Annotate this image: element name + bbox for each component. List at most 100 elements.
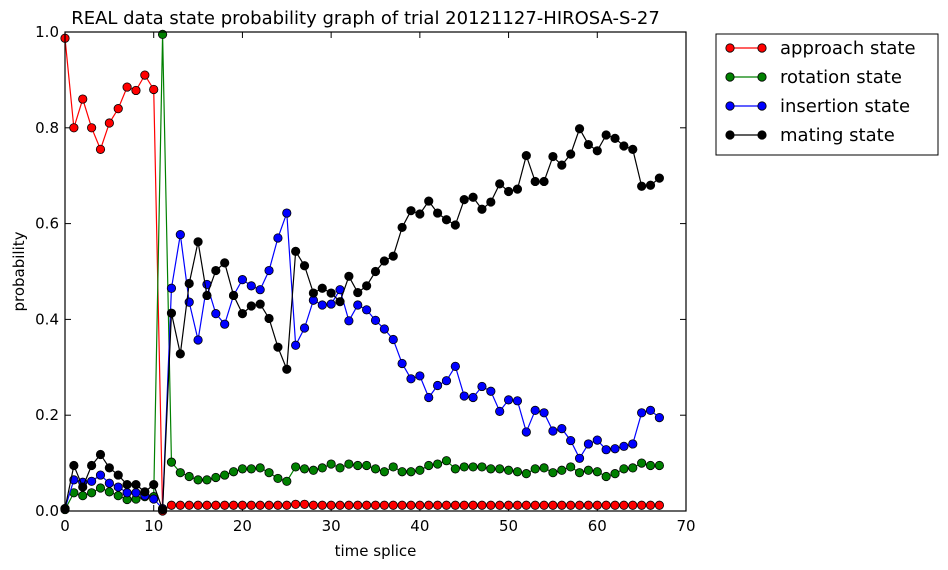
mating-state-point	[424, 196, 434, 206]
mating-state-point	[326, 288, 336, 298]
insertion-state-point	[610, 444, 620, 454]
approach-state-point	[273, 500, 283, 510]
rotation-state-point	[637, 458, 647, 468]
approach-state-point	[619, 500, 629, 510]
insertion-state-point	[388, 334, 398, 345]
mating-state-point	[548, 151, 558, 162]
rotation-state-point	[397, 467, 407, 477]
approach-state-point	[308, 500, 318, 510]
approach-state-point	[291, 499, 301, 509]
insertion-state-point	[264, 265, 274, 276]
approach-state-point	[317, 500, 327, 510]
insertion-state-point	[299, 323, 310, 333]
approach-state-point	[557, 500, 567, 510]
mating-state-point	[87, 460, 97, 471]
approach-state-point	[87, 123, 97, 133]
insertion-state-point	[548, 426, 558, 436]
x-tick-label: 30	[322, 517, 341, 535]
approach-state-point	[601, 500, 611, 510]
rotation-state-point	[388, 462, 398, 472]
rotation-state-point	[211, 472, 221, 483]
approach-state-point	[282, 500, 292, 510]
mating-state-point	[273, 342, 283, 352]
rotation-state-point	[406, 467, 416, 477]
x-tick-label: 0	[60, 517, 70, 535]
approach-state-point	[175, 500, 185, 510]
mating-state-point	[69, 460, 79, 471]
rotation-state-point	[78, 491, 88, 501]
mating-state-point	[184, 278, 194, 289]
mating-state-point	[503, 186, 514, 197]
approach-state-point	[149, 84, 159, 95]
approach-state-point	[459, 500, 469, 510]
rotation-state-point	[113, 491, 123, 501]
insertion-state-point	[291, 340, 301, 350]
mating-state-point	[157, 504, 168, 515]
approach-state-point	[495, 500, 505, 510]
mating-state-point	[432, 208, 443, 218]
approach-state-point	[264, 500, 274, 510]
approach-state-point	[521, 500, 531, 510]
x-tick-label: 60	[588, 517, 607, 535]
insertion-state-point	[344, 316, 354, 326]
insertion-state-point	[601, 445, 611, 455]
legend-marker-approach-state	[757, 43, 767, 53]
insertion-state-point	[326, 299, 336, 309]
mating-state-point	[95, 449, 106, 460]
approach-state-point	[246, 500, 256, 510]
rotation-state-point	[468, 462, 478, 472]
insertion-state-point	[539, 408, 549, 418]
approach-state-point	[193, 500, 203, 510]
insertion-state-point	[574, 453, 585, 463]
insertion-state-point	[459, 391, 469, 401]
mating-state-point	[246, 301, 256, 311]
insertion-state-point	[397, 358, 407, 369]
rotation-state-point	[220, 470, 230, 480]
rotation-state-point	[362, 460, 372, 471]
mating-state-point	[601, 130, 611, 140]
approach-state-point	[539, 500, 549, 510]
approach-state-point	[379, 500, 389, 510]
rotation-state-point	[583, 465, 594, 475]
insertion-state-point	[486, 386, 496, 396]
legend: approach state rotation state insertion st…	[715, 33, 939, 156]
approach-state-point	[113, 104, 123, 114]
approach-state-point	[566, 500, 576, 510]
mating-state-point	[228, 290, 239, 301]
insertion-state-point	[175, 230, 185, 240]
legend-marker-rotation-state	[757, 72, 767, 82]
mating-state-point	[220, 258, 230, 268]
approach-state-point	[78, 94, 88, 104]
insertion-state-point	[637, 408, 647, 418]
rotation-state-point	[175, 468, 185, 478]
mating-state-point	[353, 287, 363, 298]
mating-state-point	[379, 256, 389, 266]
approach-state-point	[512, 500, 523, 510]
insertion-state-point	[512, 396, 523, 406]
legend-marker-mating-state	[757, 130, 767, 140]
insertion-state-point	[149, 494, 159, 504]
approach-state-point	[432, 500, 443, 510]
mating-state-point	[388, 251, 398, 261]
rotation-state-point	[459, 462, 469, 472]
rotation-state-point	[450, 464, 460, 474]
mating-state-point	[237, 309, 248, 319]
approach-state-point	[353, 500, 363, 510]
insertion-state-point	[441, 376, 452, 386]
approach-state-point	[645, 500, 656, 510]
rotation-state-point	[574, 468, 585, 478]
insertion-state-point	[353, 300, 363, 310]
rotation-state-point	[619, 464, 629, 474]
insertion-state-point	[557, 424, 567, 434]
approach-state-point	[362, 500, 372, 510]
rotation-state-point	[184, 471, 194, 482]
insertion-state-point	[530, 405, 540, 416]
insertion-state-point	[521, 427, 531, 437]
approach-state-point	[131, 85, 141, 96]
mating-state-point	[592, 146, 602, 156]
approach-state-point	[637, 500, 647, 510]
rotation-state-point	[308, 465, 318, 475]
y-tick-label: 0.4	[35, 310, 59, 328]
insertion-state-point	[255, 285, 265, 295]
insertion-state-point	[503, 395, 514, 405]
